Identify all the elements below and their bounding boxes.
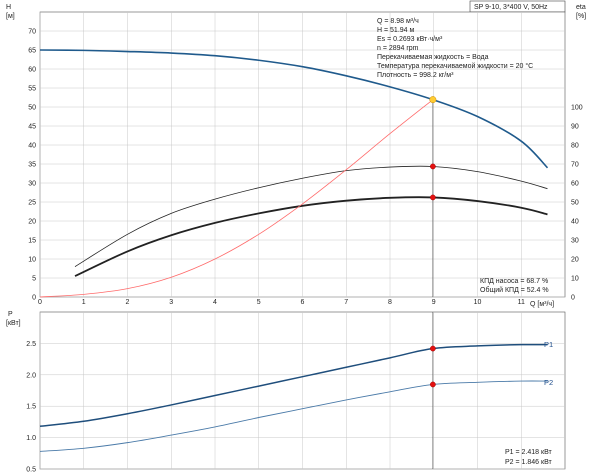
y-tick-label: 20 xyxy=(28,219,36,226)
bottom-y-axis-label: P xyxy=(8,311,13,318)
system-curve xyxy=(39,99,434,298)
y2-tick-label: 70 xyxy=(571,162,579,169)
y-tick-label: 1.0 xyxy=(26,435,36,442)
y2-tick-label: 80 xyxy=(571,143,579,150)
pump-efficiency-curve xyxy=(74,165,548,267)
power-point-marker xyxy=(430,381,436,388)
y-tick-label: 35 xyxy=(28,162,36,169)
top-y-axis-unit: [м] xyxy=(6,13,15,20)
operating-point-info: Q = 8.98 м³/ч H = 51.94 м Es = 0.2693 кВ… xyxy=(377,18,533,79)
p1-value-text: P1 = 2.418 кВт xyxy=(505,449,553,456)
y2-tick-label: 60 xyxy=(571,181,579,188)
bottom-y-tick-labels: 0.5 1.0 1.5 2.0 2.5 xyxy=(26,341,36,474)
top-y-axis-label: H xyxy=(6,4,11,11)
top-curves xyxy=(39,49,549,298)
y2-tick-label: 90 xyxy=(571,124,579,131)
top-x-tick-labels: 0 1 2 3 4 5 6 7 8 9 10 11 xyxy=(38,299,525,306)
y-tick-label: 15 xyxy=(28,238,36,245)
info-line: Плотность = 998.2 кг/м³ xyxy=(377,72,454,79)
y-tick-label: 45 xyxy=(28,124,36,131)
p1-curve xyxy=(39,343,548,428)
info-line: Температура перекачиваемой жидкости = 20… xyxy=(377,62,533,70)
x-tick-label: 8 xyxy=(388,299,392,306)
info-line: H = 51.94 м xyxy=(377,27,414,34)
x-tick-label: 1 xyxy=(82,299,86,306)
bottom-plot: 0.5 1.0 1.5 2.0 2.5 P [кВт] P1 P2 P1 = 2.418… xyxy=(6,311,566,474)
top-markers xyxy=(429,96,437,201)
x-tick-label: 5 xyxy=(257,299,261,306)
y2-tick-label: 20 xyxy=(571,257,579,264)
top-y2-axis-label: eta xyxy=(576,4,586,11)
bottom-y-axis-unit: [кВт] xyxy=(6,320,21,327)
y-tick-label: 30 xyxy=(28,181,36,188)
efficiency-point-marker xyxy=(430,194,436,201)
top-y-tick-labels: 0 5 10 15 20 25 30 35 40 45 50 55 60 65 70 xyxy=(28,29,36,302)
y2-tick-label: 100 xyxy=(571,105,583,112)
y2-tick-label: 30 xyxy=(571,238,579,245)
efficiency-info: КПД насоса = 68.7 % Общий КПД = 52.4 % xyxy=(480,278,549,294)
top-y2-tick-labels: 0 10 20 30 40 50 60 70 80 90 100 xyxy=(571,105,583,302)
x-tick-label: 11 xyxy=(518,299,525,306)
x-tick-label: 2 xyxy=(126,299,130,306)
p2-legend: P2 xyxy=(544,378,553,387)
bottom-markers xyxy=(430,345,436,388)
y2-tick-label: 10 xyxy=(571,276,579,283)
x-tick-label: 9 xyxy=(432,299,436,306)
power-info: P1 = 2.418 кВт P2 = 1.846 кВт xyxy=(505,449,553,466)
y2-tick-label: 0 xyxy=(571,295,575,302)
y-tick-label: 65 xyxy=(28,48,36,55)
y-tick-label: 0.5 xyxy=(26,467,36,474)
y2-tick-label: 40 xyxy=(571,219,579,226)
total-efficiency-text: Общий КПД = 52.4 % xyxy=(480,286,549,294)
x-tick-label: 6 xyxy=(301,299,305,306)
top-y2-axis-unit: [%] xyxy=(576,13,586,20)
top-plot: 0 1 2 3 4 5 6 7 8 9 10 11 0510152025303540455055606… xyxy=(6,4,586,308)
x-tick-label: 4 xyxy=(213,299,217,306)
info-line: Es = 0.2693 кВт·ч/м³ xyxy=(377,36,443,43)
chart-title: SP 9-10, 3*400 V, 50Hz xyxy=(474,4,548,11)
power-point-marker xyxy=(430,345,436,352)
p2-curve xyxy=(39,380,548,452)
x-tick-label: 10 xyxy=(474,299,482,306)
info-line: Q = 8.98 м³/ч xyxy=(377,18,419,25)
y-tick-label: 5 xyxy=(32,276,36,283)
y-tick-label: 1.5 xyxy=(26,404,36,411)
y-tick-label: 60 xyxy=(28,67,36,74)
y-tick-label: 2.0 xyxy=(26,372,36,379)
x-axis-label: Q [м³/ч] xyxy=(530,301,554,308)
x-tick-label: 3 xyxy=(169,299,173,306)
head-curve xyxy=(39,49,549,169)
y-tick-label: 10 xyxy=(28,257,36,264)
y-tick-label: 50 xyxy=(28,105,36,112)
y2-tick-label: 50 xyxy=(571,200,579,207)
info-line: Перекачиваемая жидкость = Вода xyxy=(377,54,489,61)
pump-efficiency-text: КПД насоса = 68.7 % xyxy=(480,278,548,285)
x-tick-label: 7 xyxy=(344,299,348,306)
bottom-curves xyxy=(39,312,548,469)
p2-value-text: P2 = 1.846 кВт xyxy=(505,459,553,466)
duty-point-marker xyxy=(429,96,437,104)
x-tick-label: 0 xyxy=(38,299,42,306)
p1-legend: P1 xyxy=(544,340,553,349)
y-tick-label: 25 xyxy=(28,200,36,207)
y-tick-label: 55 xyxy=(28,86,36,93)
y-tick-label: 2.5 xyxy=(26,341,36,348)
y-tick-label: 40 xyxy=(28,143,36,150)
total-efficiency-curve xyxy=(74,196,548,277)
efficiency-point-marker xyxy=(430,163,436,170)
bottom-grid xyxy=(39,312,565,470)
y-tick-label: 0 xyxy=(32,295,36,302)
info-line: n = 2894 rpm xyxy=(377,45,419,52)
y-tick-label: 70 xyxy=(28,29,36,36)
